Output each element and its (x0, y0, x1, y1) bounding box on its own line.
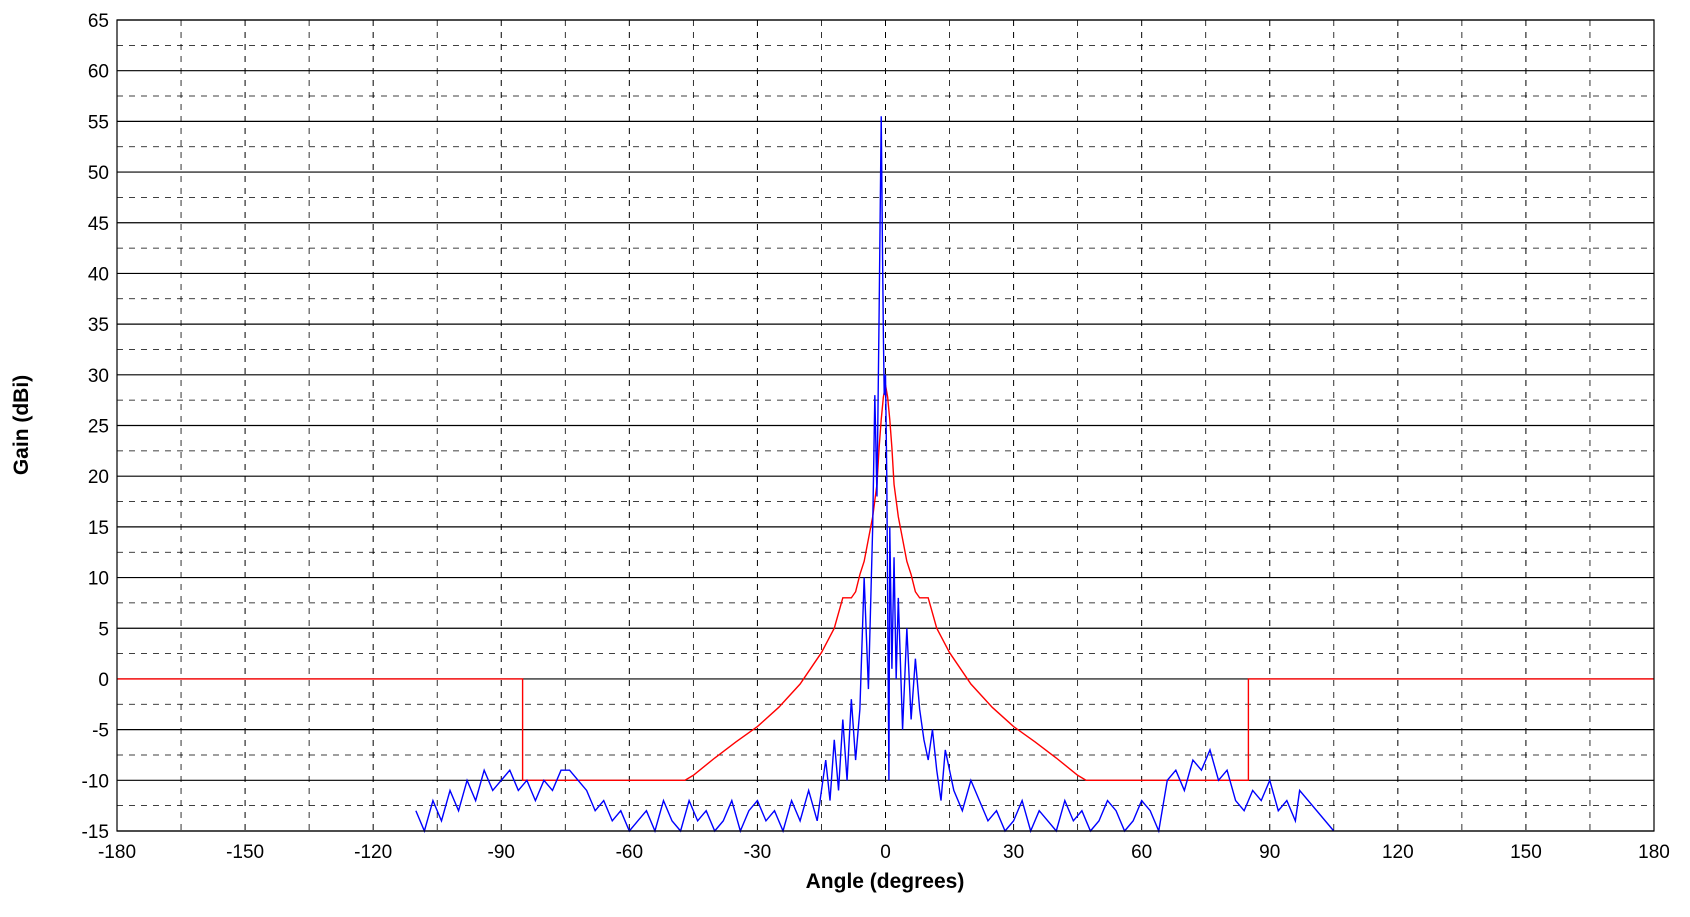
x-tick-label: -60 (616, 842, 643, 863)
y-axis-ticks: -15 -10 -5 0 5 10 15 20 25 30 35 40 45 50 55 60 65 (82, 11, 109, 843)
y-tick-label: -15 (82, 822, 109, 843)
x-tick-label: 180 (1638, 842, 1670, 863)
y-tick-label: 10 (88, 569, 109, 590)
y-axis-label: Gain (dBi) (10, 375, 33, 475)
y-tick-label: 35 (88, 315, 109, 336)
x-tick-label: -90 (488, 842, 515, 863)
y-tick-label: 30 (88, 366, 109, 387)
x-axis-ticks: -180 -150 -120 -90 -60 -30 0 30 60 90 120 150 180 (98, 842, 1670, 863)
x-tick-label: -150 (226, 842, 264, 863)
series-line-2 (415, 116, 1335, 834)
y-tick-label: 5 (98, 619, 109, 640)
y-tick-label: 45 (88, 214, 109, 235)
series-layer (117, 116, 1654, 834)
y-tick-label: -5 (92, 721, 109, 742)
x-tick-label: -120 (354, 842, 392, 863)
y-tick-label: 55 (88, 112, 109, 133)
x-tick-label: -30 (744, 842, 771, 863)
y-tick-label: 40 (88, 264, 109, 285)
x-tick-label: 90 (1259, 842, 1280, 863)
y-tick-label: 25 (88, 417, 109, 438)
x-tick-label: 30 (1003, 842, 1024, 863)
x-axis-label: Angle (degrees) (806, 870, 965, 893)
y-tick-label: -10 (82, 771, 109, 792)
x-tick-label: 0 (880, 842, 891, 863)
x-tick-label: 150 (1510, 842, 1542, 863)
y-tick-label: 20 (88, 467, 109, 488)
y-tick-label: 50 (88, 163, 109, 184)
x-tick-label: -180 (98, 842, 136, 863)
y-tick-label: 15 (88, 518, 109, 539)
y-tick-label: 65 (88, 11, 109, 32)
y-tick-label: 0 (98, 670, 109, 691)
plot-border (116, 19, 1655, 832)
x-tick-label: 60 (1131, 842, 1152, 863)
x-tick-label: 120 (1382, 842, 1414, 863)
y-tick-label: 60 (88, 62, 109, 83)
